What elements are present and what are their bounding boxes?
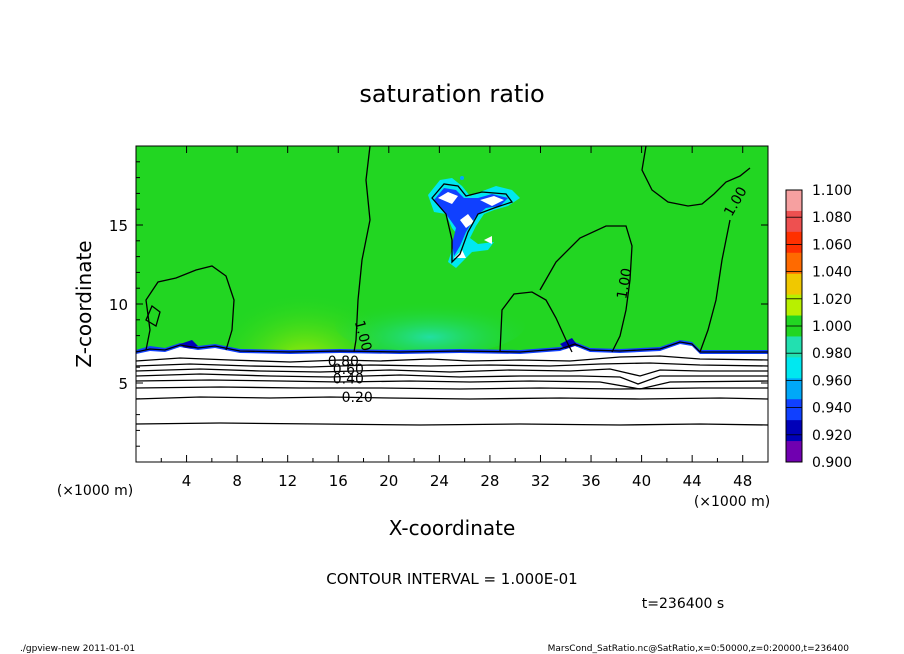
colorbar-swatch [786, 336, 802, 358]
contour-0-10 [136, 422, 768, 426]
chart-title: saturation ratio [359, 80, 544, 108]
colorbar-swatch [786, 294, 802, 317]
colorbar-label: 0.940 [812, 401, 852, 417]
contour-1-00-right-lower [699, 219, 731, 353]
ice-cloud-patches [428, 176, 520, 268]
x-unit-label: (×1000 m) [694, 494, 770, 510]
contour-1-00-cloud-top [431, 183, 514, 264]
colorbar-label: 1.000 [812, 319, 852, 335]
y-axis-ticks: 5 10 15 [109, 161, 768, 447]
contour-label: 0.80 [328, 354, 359, 370]
x-tick-label: 8 [232, 472, 242, 490]
colorbar-label: 0.960 [812, 373, 852, 389]
colorbar-label: 1.020 [812, 292, 852, 308]
contour-labels: 1.001.001.000.800.600.400.20 [328, 184, 751, 406]
footer-right: MarsCond_SatRatio.nc@SatRatio,x=0:50000,… [548, 644, 850, 654]
contour-0-20 [136, 396, 768, 400]
contour-1-00-vertical [353, 146, 371, 353]
contour-0-70 [136, 362, 768, 368]
plot-area: 1.001.001.000.800.600.400.20 [136, 146, 768, 462]
contour-label-text: 0.60 [333, 362, 364, 378]
x-tick-label: 44 [683, 472, 702, 490]
contour-0-50 [136, 373, 768, 385]
contour-lines [136, 146, 768, 426]
x-tick-label: 36 [581, 472, 600, 490]
contour-label: 1.00 [614, 267, 635, 300]
contour-1-00-left-cell [145, 265, 235, 351]
x-axis-ticks: 4 8 12 16 20 24 28 32 36 40 44 48 [160, 146, 752, 490]
x-tick-label: 24 [430, 472, 449, 490]
colorbar-swatch [786, 273, 802, 296]
y-axis-label: Z-coordinate [72, 240, 96, 367]
colorbar-swatch [786, 420, 802, 442]
footer-left: ./gpview-new 2011-01-01 [20, 644, 135, 654]
colorbar-label: 1.040 [812, 265, 852, 281]
contour-1-00-left-inner [145, 304, 161, 327]
contour-label-text: 0.80 [328, 354, 359, 370]
colorbar-swatch [786, 231, 802, 254]
colorbar: 1.100 1.080 1.060 1.040 1.020 1.000 0.980 0.960… [785, 183, 852, 471]
cool-glow-region [335, 295, 525, 355]
contour-label: 0.40 [333, 371, 364, 387]
x-tick-label: 20 [379, 472, 398, 490]
x-tick-label: 12 [278, 472, 297, 490]
contour-label: 0.20 [342, 390, 373, 406]
y-tick-label: 15 [109, 217, 128, 235]
x-axis-label: X-coordinate [389, 516, 516, 540]
colorbar-label: 1.080 [812, 210, 852, 226]
z-unit-label: (×1000 m) [57, 483, 133, 499]
x-tick-label: 32 [531, 472, 550, 490]
contour-0-80 [136, 355, 768, 363]
contour-0-40 [136, 379, 768, 390]
contour-1-00-top-boundary [136, 341, 768, 353]
contour-0-30 [136, 386, 768, 390]
colorbar-swatch [786, 210, 802, 233]
y-tick-label: 5 [118, 375, 128, 393]
contour-interval-text: CONTOUR INTERVAL = 1.000E-01 [326, 570, 577, 588]
colorbar-swatch [786, 357, 802, 379]
colorbar-swatch [786, 378, 802, 400]
contour-label: 1.00 [351, 319, 375, 353]
x-tick-label: 28 [480, 472, 499, 490]
colorbar-swatch [786, 399, 802, 421]
colorbar-label: 0.900 [812, 455, 852, 471]
contour-label-text: 1.00 [351, 319, 375, 353]
subsaturated-layer [136, 344, 768, 462]
colorbar-label: 0.980 [812, 346, 852, 362]
contour-1-00-mid-cell [499, 291, 573, 353]
contour-label-text: 0.40 [333, 371, 364, 387]
contour-0-60 [136, 368, 768, 377]
contour-1-00-mid-cell-2 [539, 225, 633, 353]
colorbar-swatch [786, 252, 802, 275]
time-label: t=236400 s [642, 596, 724, 612]
contour-label: 0.60 [333, 362, 364, 378]
contour-label-text: 1.00 [614, 267, 635, 300]
x-tick-label: 16 [329, 472, 348, 490]
colorbar-label: 1.100 [812, 183, 852, 199]
x-tick-label: 40 [632, 472, 651, 490]
contour-1-00-right-cell [641, 146, 751, 207]
colorbar-swatch [786, 190, 802, 212]
x-tick-label: 4 [182, 472, 192, 490]
contour-label-text: 0.20 [342, 390, 373, 406]
colorbar-label: 1.060 [812, 237, 852, 253]
colorbar-swatch [786, 441, 802, 463]
colorbar-label: 0.920 [812, 428, 852, 444]
y-tick-label: 10 [109, 296, 128, 314]
x-tick-label: 48 [733, 472, 752, 490]
